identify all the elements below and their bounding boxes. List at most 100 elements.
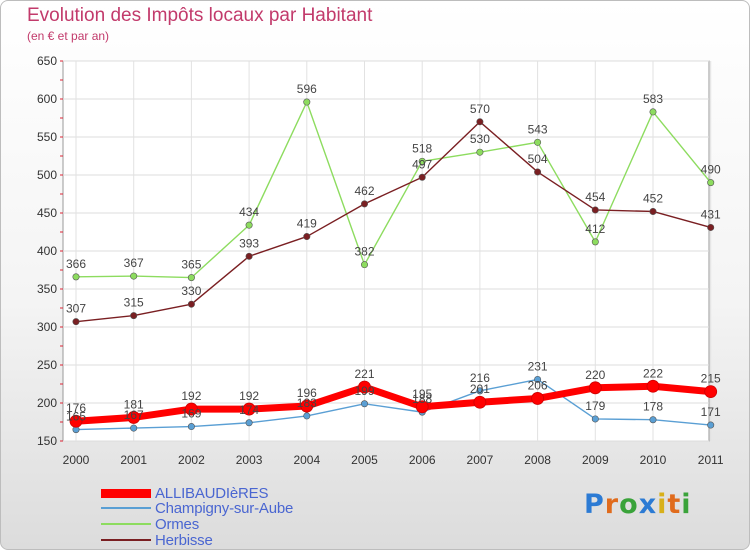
- legend-label: Ormes: [155, 515, 200, 533]
- data-label: 504: [528, 152, 548, 166]
- y-tick-label: 450: [37, 206, 57, 220]
- data-point: [245, 221, 253, 229]
- x-tick-label: 2009: [582, 453, 609, 467]
- x-tick-label: 2004: [293, 453, 320, 467]
- data-label: 196: [297, 386, 317, 400]
- data-point: [187, 423, 195, 431]
- data-point: [476, 148, 484, 156]
- y-tick-label: 200: [37, 396, 57, 410]
- legend-item-herbisse: Herbisse: [101, 531, 213, 549]
- data-label: 366: [66, 257, 86, 271]
- legend-label: Herbisse: [155, 531, 213, 549]
- data-label: 367: [124, 256, 144, 270]
- data-point: [245, 419, 253, 427]
- data-point: [360, 261, 368, 269]
- data-point: [649, 108, 657, 116]
- data-point: [184, 402, 198, 416]
- x-tick-label: 2000: [63, 453, 90, 467]
- legend-swatch: [101, 507, 151, 509]
- data-point: [69, 414, 83, 428]
- x-tick-label: 2003: [236, 453, 263, 467]
- data-point: [646, 379, 660, 393]
- data-point: [303, 233, 311, 241]
- chart-title: Evolution des Impôts locaux par Habitant: [27, 5, 373, 26]
- data-point: [649, 416, 657, 424]
- data-label: 452: [643, 191, 663, 205]
- data-label: 199: [354, 384, 374, 398]
- data-point: [303, 412, 311, 420]
- data-point: [591, 238, 599, 246]
- data-label: 497: [412, 157, 432, 171]
- data-label: 165: [66, 410, 86, 424]
- data-point: [476, 387, 484, 395]
- data-point: [360, 400, 368, 408]
- x-tick-label: 2011: [698, 453, 724, 467]
- data-label: 307: [66, 302, 86, 316]
- data-label: 216: [470, 371, 490, 385]
- data-point: [707, 421, 715, 429]
- data-point: [649, 207, 657, 215]
- data-point: [476, 118, 484, 126]
- logo-letter: r: [604, 489, 620, 520]
- y-tick-label: 350: [37, 282, 57, 296]
- data-label: 192: [239, 389, 259, 403]
- data-label: 169: [181, 407, 201, 421]
- x-tick-label: 2005: [351, 453, 378, 467]
- chart-subtitle: (en € et par an): [27, 29, 110, 43]
- data-label: 543: [528, 122, 548, 136]
- data-point: [591, 415, 599, 423]
- data-label: 215: [701, 372, 721, 386]
- data-label: 183: [297, 396, 317, 410]
- data-point: [300, 399, 314, 413]
- logo-letter: x: [638, 489, 658, 520]
- y-tick-label: 300: [37, 320, 57, 334]
- data-point: [242, 402, 256, 416]
- y-tick-label: 150: [37, 434, 57, 448]
- data-label: 412: [585, 222, 605, 236]
- data-label: 179: [585, 399, 605, 413]
- data-label: 222: [643, 366, 663, 380]
- data-label: 393: [239, 236, 259, 250]
- data-label: 431: [701, 207, 721, 221]
- legend-swatch: [101, 539, 151, 541]
- proxiti-logo: Proxiti: [584, 489, 692, 520]
- x-tick-label: 2007: [467, 453, 494, 467]
- data-label: 462: [354, 184, 374, 198]
- logo-letter: i: [657, 489, 668, 520]
- y-tick-label: 600: [37, 92, 57, 106]
- data-point: [588, 381, 602, 395]
- y-tick-label: 550: [37, 130, 57, 144]
- data-point: [473, 395, 487, 409]
- series-line: [75, 378, 712, 431]
- data-point: [707, 179, 715, 187]
- legend-label: ALLIBAUDIèRES: [155, 484, 269, 502]
- data-label: 188: [412, 392, 432, 406]
- x-tick-label: 2008: [524, 453, 551, 467]
- data-point: [418, 157, 426, 165]
- legend-item-champigny-sur-aube: Champigny-sur-Aube: [101, 500, 293, 517]
- data-label: 490: [701, 163, 721, 177]
- data-label: 192: [181, 389, 201, 403]
- x-tick-label: 2006: [409, 453, 436, 467]
- x-tick-label: 2001: [120, 453, 147, 467]
- data-label: 201: [470, 382, 490, 396]
- y-tick-label: 500: [37, 168, 57, 182]
- data-label: 382: [354, 245, 374, 259]
- y-tick-label: 650: [37, 54, 57, 68]
- data-label: 220: [585, 368, 605, 382]
- data-point: [187, 274, 195, 282]
- data-point: [531, 392, 544, 405]
- data-point: [72, 318, 80, 326]
- logo-letter: t: [667, 489, 682, 520]
- data-point: [245, 252, 253, 260]
- y-tick-label: 400: [37, 244, 57, 258]
- data-label: 231: [528, 359, 548, 373]
- data-label: 365: [181, 258, 201, 272]
- data-label: 181: [124, 397, 144, 411]
- data-label: 167: [124, 408, 144, 422]
- data-label: 206: [528, 378, 548, 392]
- data-point: [418, 173, 426, 181]
- data-label: 221: [354, 367, 374, 381]
- logo-letter: i: [681, 489, 692, 520]
